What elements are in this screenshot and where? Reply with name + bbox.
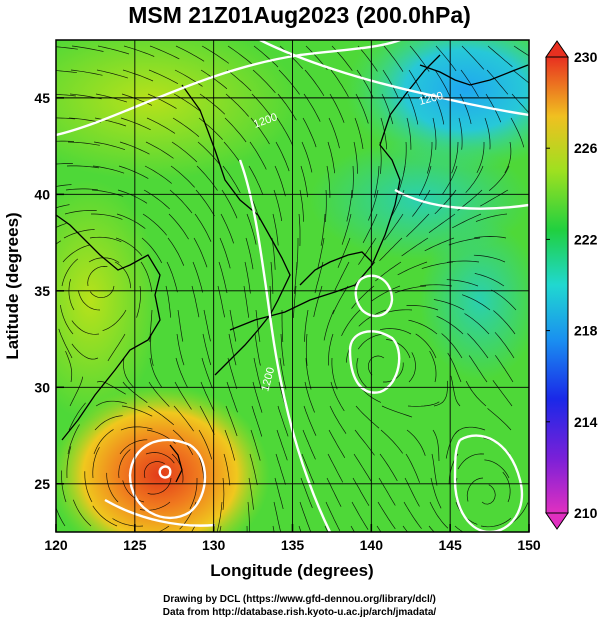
colorbar-gradient	[546, 57, 568, 513]
streamline	[42, 423, 50, 454]
credit-line-2: Data from http://database.rish.kyoto-u.a…	[0, 606, 599, 619]
x-tick-label: 145	[438, 537, 462, 553]
colorbar-top-arrow	[546, 41, 568, 57]
y-tick-label: 45	[34, 90, 50, 106]
credit-line-1: Drawing by DCL (https://www.gfd-dennou.o…	[0, 593, 599, 606]
colorbar-label: 226	[574, 140, 598, 156]
y-axis-title: Latitude (degrees)	[3, 212, 22, 359]
x-tick-label: 130	[202, 537, 226, 553]
streamline	[45, 350, 46, 382]
credit-text: Drawing by DCL (https://www.gfd-dennou.o…	[0, 593, 599, 619]
y-tick-label: 40	[34, 186, 50, 202]
y-tick-label: 30	[34, 379, 50, 395]
y-tick-label: 25	[34, 476, 50, 492]
colorbar-bottom-arrow	[546, 513, 568, 529]
x-axis-title: Longitude (degrees)	[210, 561, 373, 580]
x-tick-label: 135	[281, 537, 305, 553]
streamline	[46, 302, 47, 334]
colorbar: 230 226 222 218 214 210	[546, 41, 598, 529]
streamline	[32, 495, 39, 526]
streamline	[41, 446, 44, 478]
streamline	[43, 399, 52, 430]
colorbar-label: 218	[574, 323, 598, 339]
x-tick-label: 140	[360, 537, 384, 553]
x-tick-label: 120	[44, 537, 68, 553]
x-tick-label: 125	[123, 537, 147, 553]
colorbar-label: 230	[574, 49, 598, 65]
field-layer: 1200 1200 1200	[0, 10, 585, 565]
colorbar-label: 214	[574, 414, 598, 430]
streamline	[44, 326, 46, 358]
x-tick-label: 150	[517, 537, 541, 553]
y-tick-label: 35	[34, 283, 50, 299]
colorbar-label: 210	[574, 505, 598, 521]
colorbar-label: 222	[574, 231, 598, 247]
